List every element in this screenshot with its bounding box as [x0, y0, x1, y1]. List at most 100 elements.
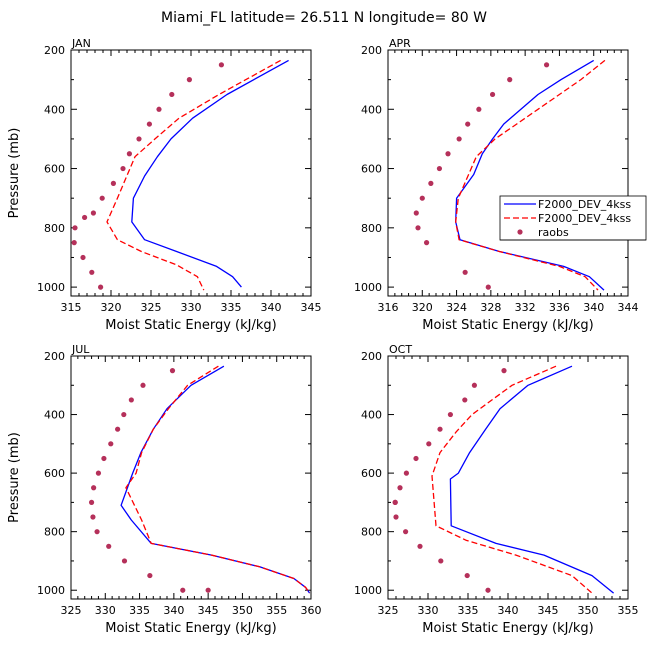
x-tick-label: 330 [95, 604, 116, 617]
obs-point [186, 77, 192, 83]
obs-point [464, 572, 470, 579]
x-tick-label: 324 [446, 301, 467, 314]
x-tick-label: 332 [515, 301, 536, 314]
obs-point [393, 514, 399, 520]
obs-point [169, 91, 175, 98]
plot-frame [387, 355, 629, 600]
y-tick-label: 800 [44, 526, 65, 539]
obs-point [90, 210, 96, 216]
legend-label: raobs [538, 226, 569, 239]
series-group [413, 59, 606, 291]
x-tick-label: 330 [181, 301, 202, 314]
x-tick-label: 340 [498, 604, 519, 617]
panel-title: APR [389, 37, 411, 50]
obs-point [147, 572, 153, 579]
x-tick-label: 316 [378, 301, 399, 314]
x-tick-label: 335 [221, 301, 242, 314]
model1-line [120, 365, 311, 594]
series-group [88, 365, 311, 594]
obs-point [80, 254, 86, 261]
obs-point [462, 397, 468, 403]
x-tick-label: 336 [549, 301, 570, 314]
x-tick-label: 325 [378, 604, 399, 617]
y-tick-label: 600 [44, 467, 65, 480]
obs-point [146, 121, 152, 127]
y-tick-label: 600 [361, 163, 382, 176]
x-tick-label: 340 [583, 301, 604, 314]
y-tick-label: 600 [44, 163, 65, 176]
series-group [71, 59, 289, 291]
obs-point [108, 441, 114, 447]
x-axis-label: Moist Static Energy (kJ/kg) [422, 621, 593, 636]
panel-apr: APR 316 320 324 328 332 336 340 344 200 400 600 800 1… [354, 37, 639, 333]
y-tick-label: 600 [361, 467, 382, 480]
obs-point [180, 587, 186, 593]
y-tick-label: 200 [44, 44, 65, 57]
x-tick-label: 325 [61, 604, 82, 617]
obs-point [423, 240, 430, 246]
obs-point [121, 558, 128, 564]
y-tick-label: 1000 [354, 584, 382, 597]
panel-title: JUL [71, 343, 90, 356]
obs-point [101, 455, 107, 462]
x-tick-label: 355 [618, 604, 639, 617]
obs-point [72, 225, 78, 231]
legend-dot [517, 229, 523, 235]
obs-point [426, 441, 432, 447]
x-tick-label: 350 [232, 604, 253, 617]
obs-point [110, 180, 116, 186]
y-tick-label: 200 [361, 350, 382, 363]
x-tick-label: 340 [261, 301, 282, 314]
obs-point [121, 411, 127, 418]
obs-point [126, 151, 132, 157]
y-tick-label: 400 [361, 409, 382, 422]
figure-title: Miami_FL latitude= 26.511 N longitude= 8… [161, 10, 487, 26]
obs-point [120, 165, 126, 172]
obs-point [501, 368, 507, 374]
obs-point [428, 180, 434, 186]
obs-point [445, 151, 451, 157]
obs-point [403, 529, 409, 535]
obs-point [106, 543, 112, 549]
panels: JAN 315 320 325 330 335 340 345 200 400 600 800 1000… [7, 37, 639, 636]
obs-point [437, 426, 443, 432]
model1-line [449, 365, 615, 594]
obs-point [471, 382, 477, 388]
y-tick-label: 400 [44, 103, 65, 116]
legend-label: F2000_DEV_4kss [538, 212, 631, 225]
obs-point [485, 284, 491, 290]
x-tick-label: 335 [129, 604, 150, 617]
obs-point [95, 470, 102, 476]
obs-point [218, 62, 224, 68]
obs-point [419, 195, 425, 201]
obs-point [417, 543, 423, 549]
obs-point [169, 368, 176, 374]
panel-title: OCT [389, 343, 412, 356]
y-tick-label: 800 [361, 526, 382, 539]
x-tick-label: 335 [458, 604, 479, 617]
y-tick-label: 200 [361, 44, 382, 57]
series-group [392, 365, 615, 594]
x-tick-label: 328 [480, 301, 501, 314]
obs-point [465, 121, 471, 127]
model2-line [431, 365, 593, 594]
obs-point [485, 587, 491, 593]
plot-frame [70, 49, 312, 297]
y-tick-label: 400 [361, 103, 382, 116]
obs-point [489, 91, 496, 98]
x-axis-label: Moist Static Energy (kJ/kg) [105, 318, 276, 333]
obs-point [543, 62, 550, 68]
x-tick-label: 344 [618, 301, 639, 314]
obs-point [89, 269, 95, 275]
panel-jul: JUL 325 330 335 340 345 350 355 360 200 400 600 800 1… [7, 343, 322, 636]
model1-line [131, 59, 289, 288]
obs-point [91, 485, 97, 491]
x-tick-label: 355 [266, 604, 287, 617]
obs-point [403, 470, 409, 476]
obs-point [94, 529, 100, 535]
y-tick-label: 400 [44, 409, 65, 422]
obs-point [438, 558, 444, 564]
y-axis-label: Pressure (mb) [7, 432, 22, 523]
obs-point [413, 210, 419, 216]
